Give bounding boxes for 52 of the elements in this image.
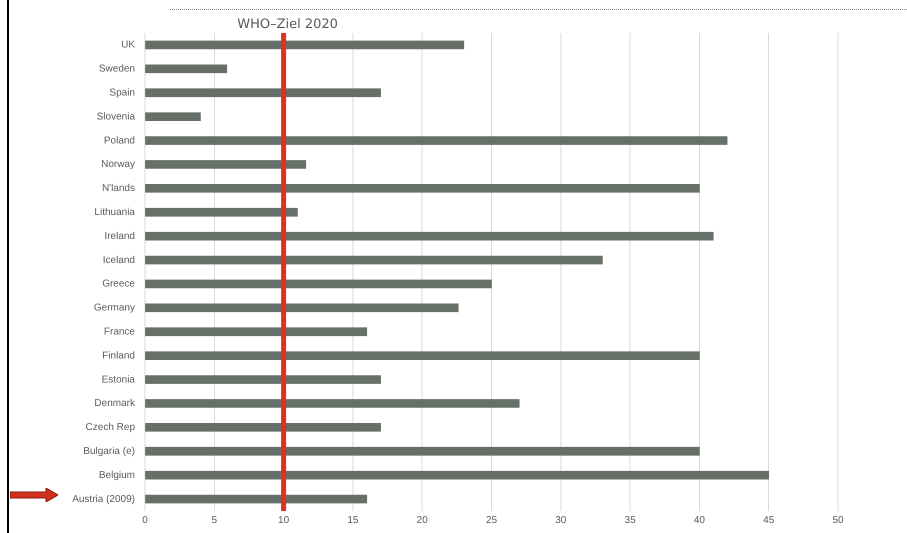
bar	[145, 470, 770, 480]
bar	[145, 184, 700, 193]
x-tick-label: 50	[832, 514, 844, 526]
bar	[145, 136, 728, 145]
bar	[145, 208, 298, 217]
y-tick-label: Lithuania	[94, 207, 136, 218]
y-tick-label: Ireland	[104, 230, 135, 242]
x-tick-label: 45	[763, 514, 775, 526]
x-tick-label: 35	[624, 514, 636, 526]
y-tick-label: Czech Rep	[86, 422, 136, 434]
y-tick-label: Austria (2009)	[72, 494, 135, 505]
y-tick-label: Finland	[102, 350, 135, 362]
bar	[145, 232, 714, 240]
x-tick-label: 5	[212, 514, 218, 526]
x-tick-label: 20	[416, 514, 428, 526]
y-tick-label: Belgium	[98, 470, 135, 481]
y-tick-label: Greece	[102, 278, 136, 290]
y-tick-label: Norway	[101, 159, 135, 170]
y-tick-label: Bulgaria (e)	[83, 446, 135, 457]
y-tick-label: Spain	[109, 88, 135, 98]
y-tick-label: Sweden	[98, 64, 135, 75]
bar	[145, 256, 603, 264]
x-tick-label: 30	[555, 514, 567, 526]
y-tick-label: Germany	[94, 302, 135, 314]
y-tick-label: France	[104, 326, 136, 338]
bar	[145, 327, 368, 336]
y-tick-label: Denmark	[94, 398, 136, 410]
bar	[145, 64, 228, 74]
bar	[145, 160, 306, 169]
y-tick-label: UK	[121, 40, 136, 51]
x-tick-label: 0	[142, 514, 148, 526]
ref-line-label: WHO–Ziel 2020	[237, 16, 338, 32]
bar	[145, 375, 381, 384]
bar	[145, 446, 700, 456]
x-tick-label: 25	[486, 514, 498, 526]
y-tick-label: Estonia	[102, 374, 136, 386]
x-tick-label: 40	[694, 514, 706, 526]
y-tick-label: N'lands	[102, 183, 135, 194]
x-tick-label: 10	[278, 514, 290, 526]
bar	[145, 351, 700, 360]
bar	[145, 280, 492, 288]
bar	[145, 399, 520, 408]
bar	[145, 40, 464, 50]
x-tick-label: 15	[347, 514, 359, 526]
bar	[145, 423, 381, 432]
bar	[145, 494, 368, 504]
y-tick-label: Iceland	[102, 254, 135, 266]
bar	[145, 304, 459, 312]
bar	[145, 112, 201, 121]
y-tick-label: Slovenia	[96, 111, 136, 122]
y-tick-label: Poland	[104, 135, 135, 146]
bar	[145, 88, 381, 98]
